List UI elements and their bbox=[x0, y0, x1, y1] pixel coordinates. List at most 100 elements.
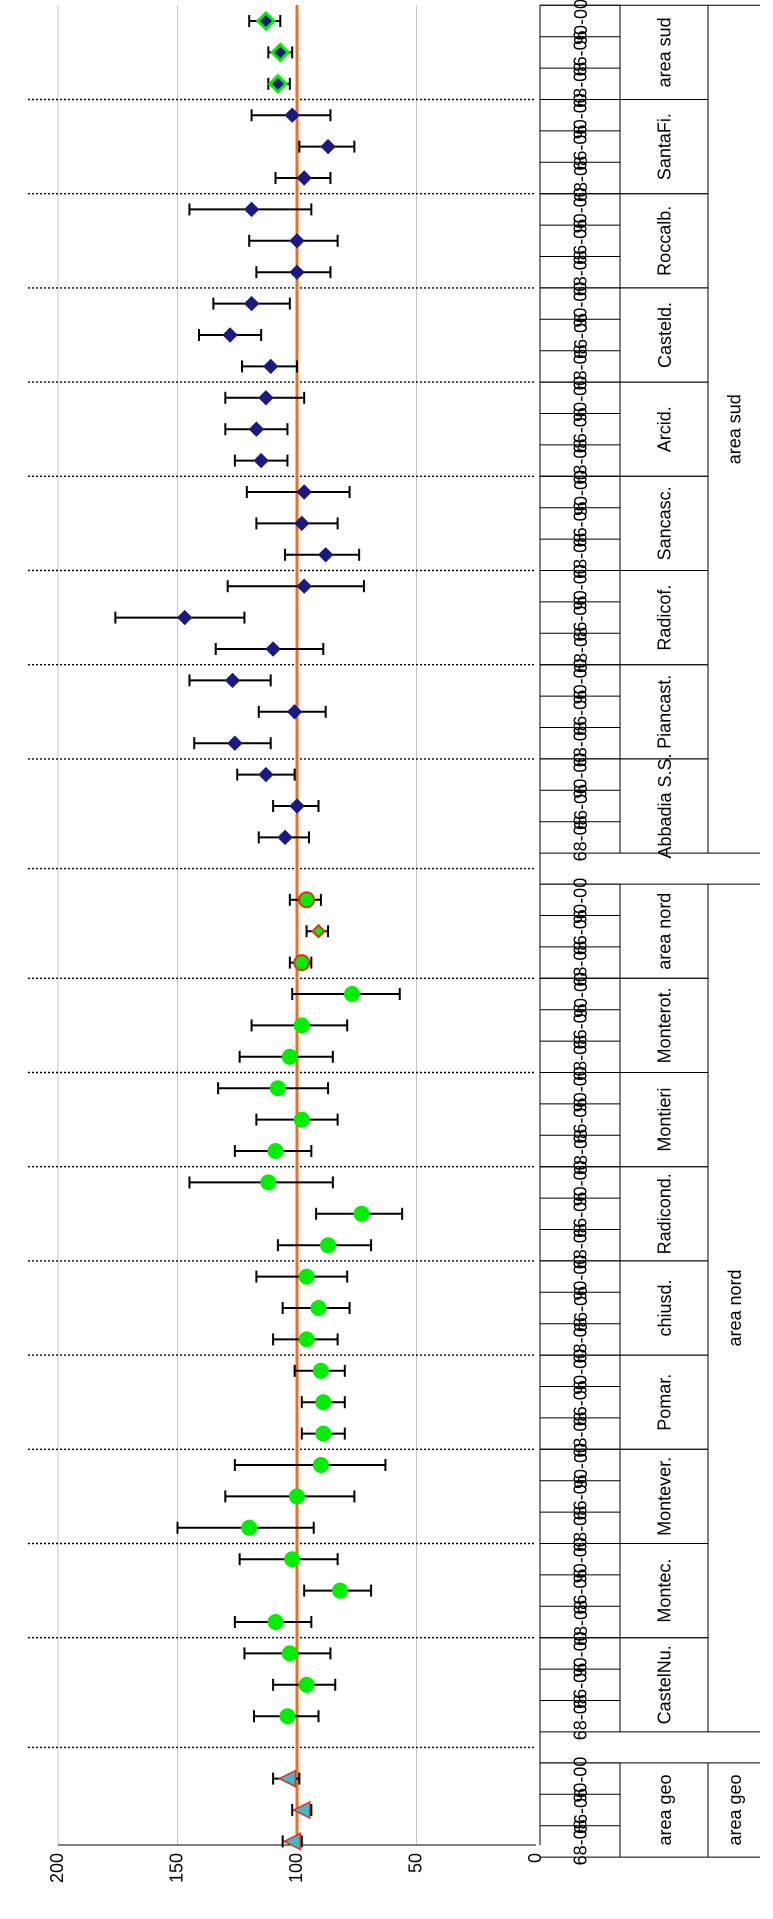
period-label: 66-06 bbox=[571, 1663, 591, 1709]
group-label: Abbadia S.S. bbox=[655, 753, 675, 858]
group-label: CastelNu. bbox=[655, 1645, 675, 1724]
period-label: 68-08 bbox=[571, 1600, 591, 1646]
period-label: 68-08 bbox=[571, 1694, 591, 1740]
tick-label: 50 bbox=[405, 1853, 425, 1873]
data-point-circle bbox=[281, 1048, 298, 1065]
period-label: 66-06 bbox=[571, 1474, 591, 1520]
period-label: 66-06 bbox=[571, 1286, 591, 1332]
data-point-circle bbox=[315, 1425, 332, 1442]
period-label: 90-00 bbox=[571, 753, 591, 799]
error-bars bbox=[114, 15, 404, 1848]
data-point-diamond bbox=[176, 609, 193, 626]
data-point-diamond bbox=[294, 515, 310, 532]
period-label: 66-06 bbox=[571, 1788, 591, 1834]
period-label: 90-00 bbox=[571, 1255, 591, 1301]
data-point-circle bbox=[269, 1080, 286, 1097]
data-point-circle bbox=[343, 986, 360, 1002]
data-point-diamond bbox=[243, 295, 260, 312]
macro-group-label: area sud bbox=[725, 394, 745, 464]
period-label: 90-00 bbox=[571, 93, 591, 139]
period-label: 90-00 bbox=[571, 1349, 591, 1395]
period-label: 90-00 bbox=[571, 972, 591, 1018]
data-point-circle bbox=[315, 1394, 332, 1411]
data-point-diamond bbox=[227, 735, 243, 751]
data-point-diamond bbox=[253, 452, 269, 469]
group-separators bbox=[28, 98, 536, 1749]
data-point-circle bbox=[267, 1614, 284, 1630]
period-label: 68-08 bbox=[571, 1223, 591, 1269]
period-label: 68-08 bbox=[571, 815, 591, 861]
grid-layer bbox=[57, 5, 417, 1845]
group-label: Radicof. bbox=[655, 585, 675, 651]
period-label: 66-06 bbox=[571, 1569, 591, 1615]
period-label: 66-06 bbox=[571, 219, 591, 265]
data-point-diamond bbox=[296, 484, 312, 500]
period-label: 66-06 bbox=[571, 909, 591, 955]
data-point-circle bbox=[260, 1174, 277, 1191]
data-point-circle bbox=[267, 1143, 284, 1159]
group-label: Monterot. bbox=[655, 987, 675, 1063]
period-label: 68-08 bbox=[571, 1506, 591, 1552]
period-label: 66-06 bbox=[571, 501, 591, 547]
tick-label: 150 bbox=[166, 1853, 186, 1883]
data-point-circle bbox=[310, 1300, 327, 1316]
period-label: 66-06 bbox=[571, 125, 591, 171]
data-point-diamond bbox=[289, 798, 305, 814]
data-point-circle bbox=[279, 1708, 296, 1725]
period-label: 68-08 bbox=[571, 1412, 591, 1458]
data-point-diamond bbox=[248, 421, 265, 437]
group-label: area nord bbox=[655, 893, 675, 970]
period-label: 90-00 bbox=[571, 0, 591, 45]
data-point-diamond bbox=[296, 170, 312, 186]
period-label: 66-06 bbox=[571, 690, 591, 736]
group-label: Montieri bbox=[655, 1088, 675, 1152]
group-label: area sud bbox=[655, 17, 675, 87]
period-label: 66-06 bbox=[571, 1003, 591, 1049]
data-point-diamond bbox=[255, 10, 277, 32]
data-point-triangle bbox=[277, 1769, 297, 1788]
macro-group-label: area nord bbox=[725, 1269, 745, 1346]
data-point-diamond bbox=[267, 73, 289, 94]
data-point-diamond bbox=[286, 704, 303, 720]
data-point-diamond bbox=[243, 201, 260, 218]
data-point-circle bbox=[298, 891, 316, 909]
data-point-diamond bbox=[277, 829, 293, 846]
period-label: 90-00 bbox=[571, 878, 591, 924]
group-label: Radicond. bbox=[655, 1173, 675, 1254]
period-label: 90-00 bbox=[571, 1631, 591, 1677]
period-label: 68-08 bbox=[571, 721, 591, 767]
period-label: 68-08 bbox=[571, 1035, 591, 1081]
period-label: 68-08 bbox=[571, 1819, 591, 1865]
period-label: 90-00 bbox=[571, 1537, 591, 1583]
data-point-circle bbox=[332, 1582, 349, 1599]
data-point-diamond bbox=[265, 641, 281, 657]
data-point-circle bbox=[293, 1111, 310, 1128]
period-label: 68-08 bbox=[571, 533, 591, 579]
data-point-triangle bbox=[292, 1800, 311, 1820]
period-label: 90-00 bbox=[571, 1066, 591, 1112]
data-point-diamond bbox=[311, 923, 326, 939]
data-point-circle bbox=[312, 1457, 329, 1473]
period-label: 68-08 bbox=[571, 250, 591, 296]
group-label: Arcid. bbox=[655, 406, 675, 452]
period-label: 68-08 bbox=[571, 62, 591, 108]
period-label: 68-08 bbox=[571, 156, 591, 202]
data-point-circle bbox=[284, 1551, 301, 1568]
period-label: 68-08 bbox=[571, 1129, 591, 1175]
data-point-circle bbox=[353, 1205, 370, 1222]
data-point-diamond bbox=[224, 672, 241, 689]
data-point-circle bbox=[293, 1017, 310, 1034]
period-label: 90-00 bbox=[571, 1443, 591, 1489]
data-markers bbox=[176, 10, 370, 1851]
data-point-diamond bbox=[270, 42, 291, 63]
data-point-circle bbox=[320, 1237, 337, 1254]
data-point-diamond bbox=[222, 327, 238, 343]
period-label: 68-08 bbox=[571, 344, 591, 390]
data-point-diamond bbox=[258, 390, 274, 406]
period-label: 90-00 bbox=[571, 564, 591, 610]
period-label: 66-06 bbox=[571, 313, 591, 359]
period-label: 66-06 bbox=[571, 1192, 591, 1238]
data-point-circle bbox=[293, 954, 311, 972]
period-label: 66-06 bbox=[571, 596, 591, 642]
